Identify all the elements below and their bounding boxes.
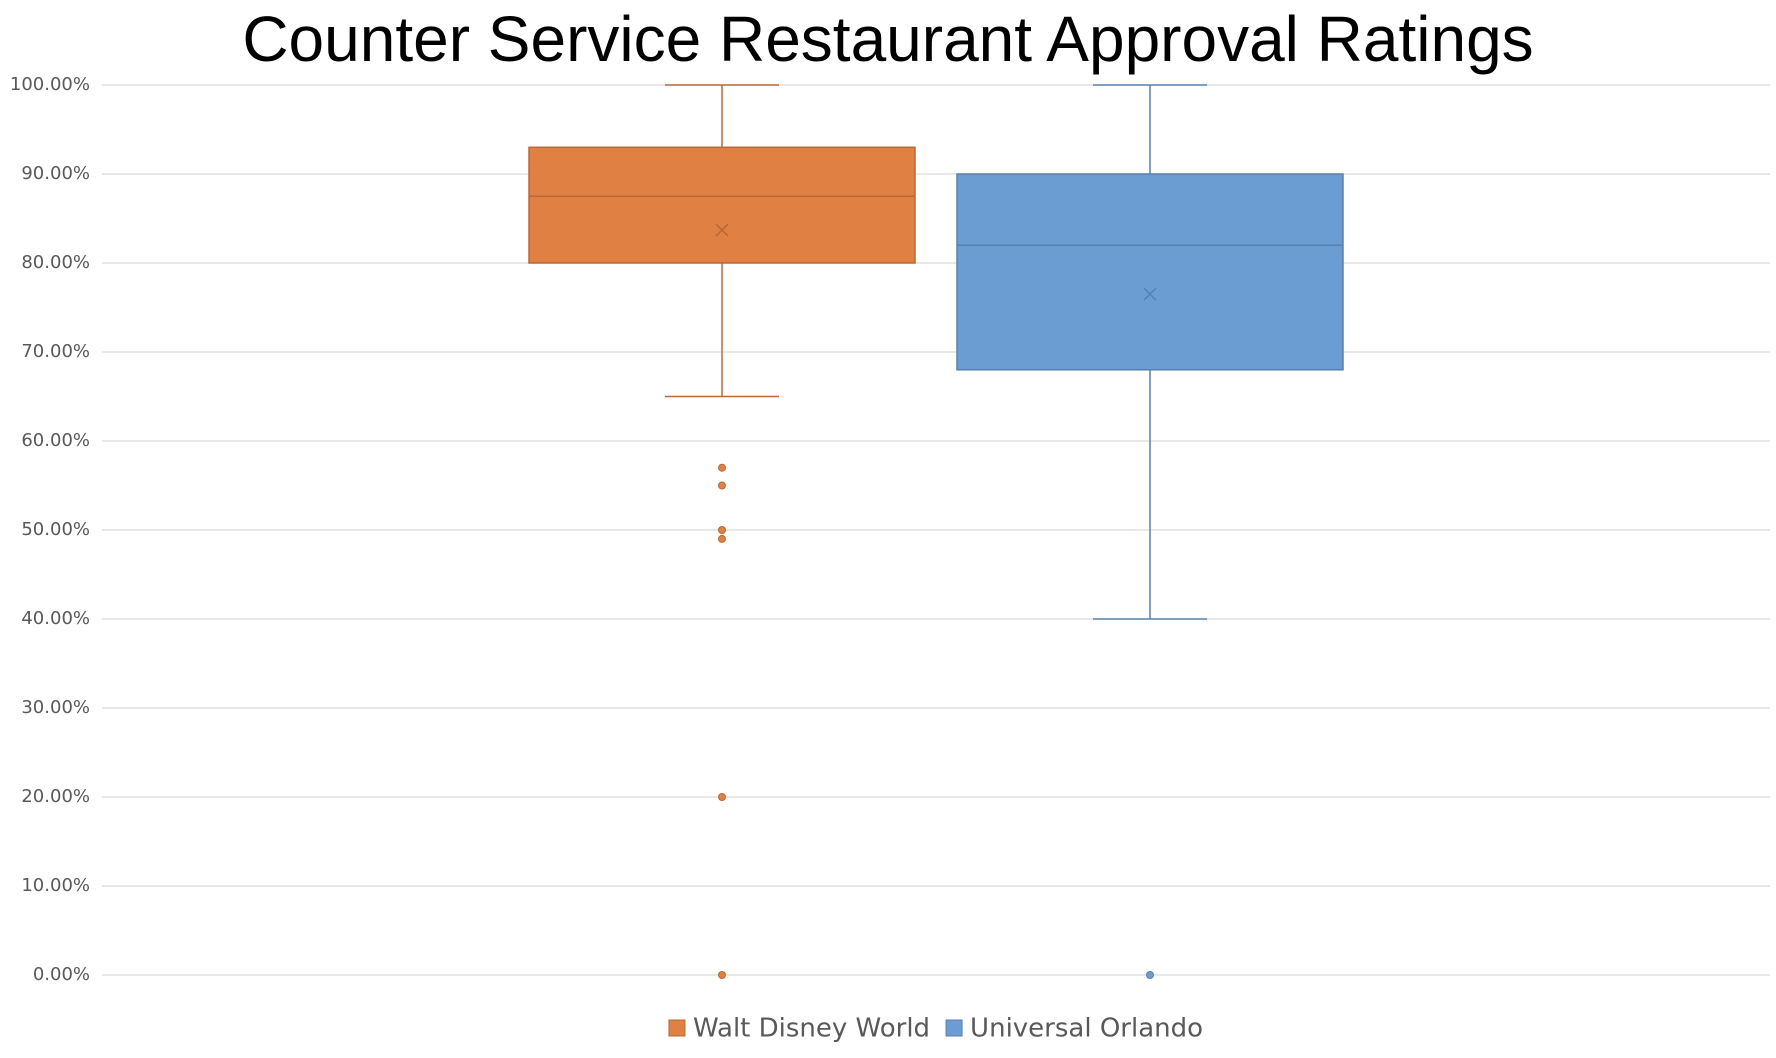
- box: [528, 146, 916, 264]
- y-tick-label: 30.00%: [21, 697, 90, 718]
- outlier: [1146, 971, 1154, 979]
- outlier: [718, 793, 726, 801]
- chart-title: Counter Service Restaurant Approval Rati…: [242, 3, 1533, 75]
- y-tick-label: 90.00%: [21, 163, 90, 184]
- legend-label: Universal Orlando: [970, 1014, 1203, 1044]
- mean-marker: [715, 223, 729, 237]
- legend-swatch: [945, 1019, 963, 1037]
- y-tick-label: 50.00%: [21, 519, 90, 540]
- legend-label: Walt Disney World: [693, 1014, 930, 1044]
- legend: Walt Disney World Universal Orlando: [668, 1014, 1203, 1044]
- y-tick-label: 80.00%: [21, 252, 90, 273]
- mean-marker: [1143, 287, 1157, 301]
- outlier: [718, 463, 726, 472]
- outlier: [718, 526, 726, 534]
- y-tick-label: 20.00%: [21, 786, 90, 807]
- y-tick-label: 60.00%: [21, 430, 90, 451]
- outlier: [718, 481, 726, 490]
- box: [956, 173, 1344, 371]
- y-tick-label: 100.00%: [10, 74, 90, 95]
- outlier: [718, 534, 726, 543]
- legend-swatch: [668, 1019, 686, 1037]
- y-tick-label: 10.00%: [21, 875, 90, 896]
- y-tick-label: 70.00%: [21, 341, 90, 362]
- y-tick-label: 40.00%: [21, 608, 90, 629]
- y-tick-label: 0.00%: [33, 964, 90, 985]
- outlier: [718, 971, 726, 979]
